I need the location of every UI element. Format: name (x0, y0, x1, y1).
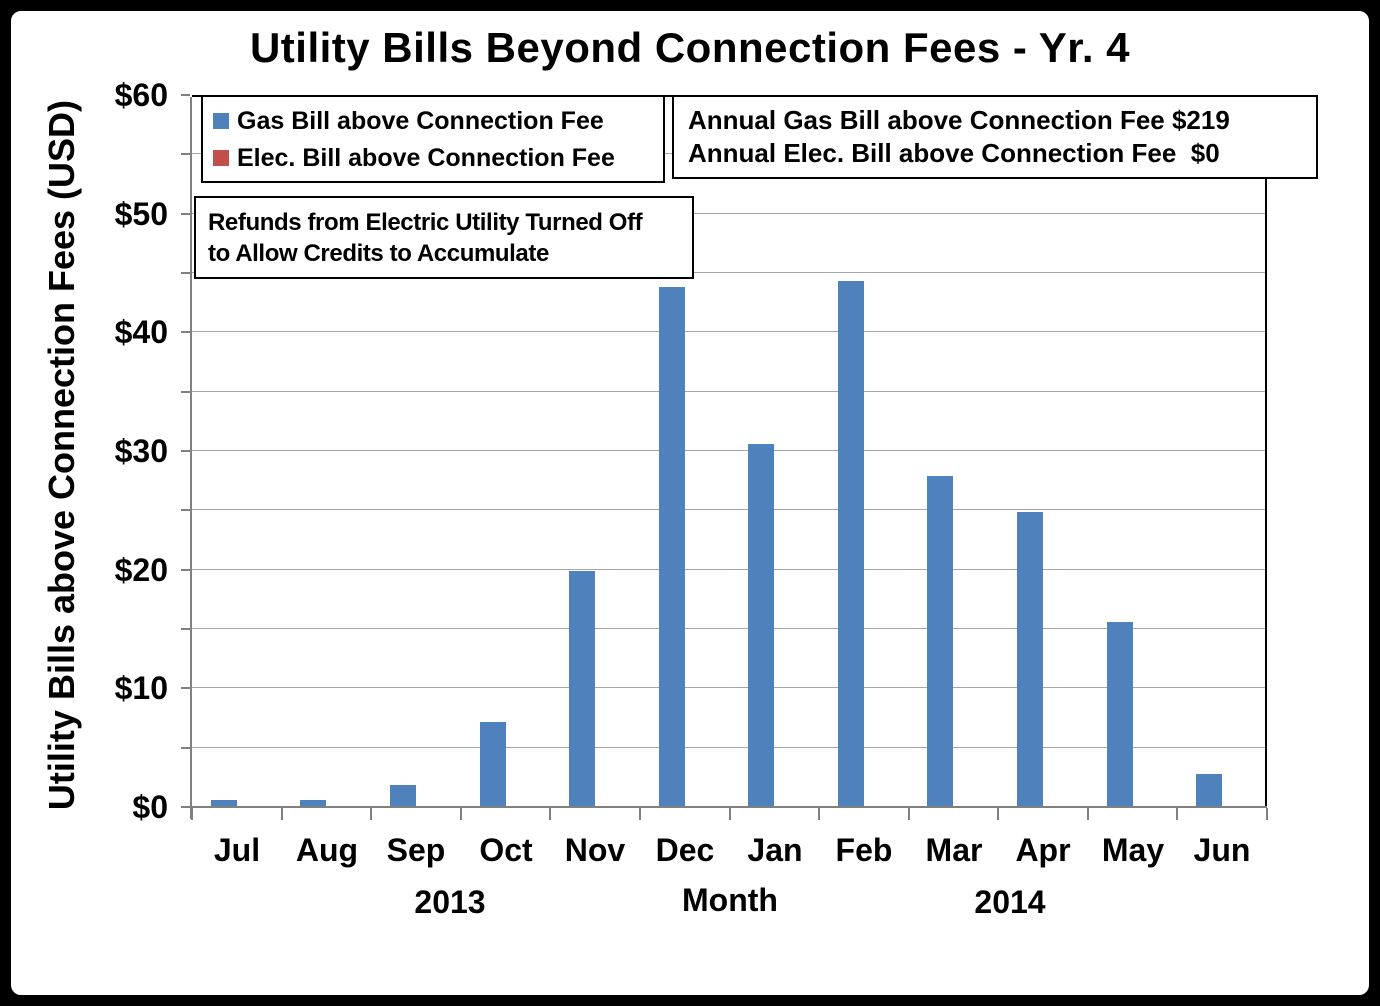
gridline (192, 450, 1265, 451)
bar-jul (210, 800, 237, 806)
x-tick-label-aug: Aug (295, 832, 359, 868)
x-tick-label-nov: Nov (564, 832, 626, 868)
y-axis-tick (181, 272, 190, 274)
y-axis-tick (181, 331, 190, 333)
y-axis-tick (181, 747, 190, 749)
x-tick-label-sep: Sep (386, 832, 446, 868)
x-axis-tick (1176, 808, 1178, 820)
x-tick-label-dec: Dec (655, 832, 715, 868)
gridline (192, 212, 1265, 214)
x-tick-label-jan: Jan (747, 832, 803, 868)
bar-nov (569, 571, 596, 806)
bar-jun (1196, 774, 1223, 806)
x-axis-tick (191, 808, 193, 820)
x-axis-tick (818, 808, 820, 820)
y-tick-label: $30 (114, 433, 168, 469)
bar-sep (389, 785, 416, 806)
y-axis-tick (181, 806, 190, 808)
y-axis-tick (181, 569, 190, 571)
bar-apr (1017, 512, 1044, 806)
y-axis-title: Utility Bills above Connection Fees (USD… (41, 99, 82, 811)
bar-jan (748, 444, 775, 806)
legend-label-gas: Gas Bill above Connection Fee (237, 106, 604, 135)
refunds-note-box: Refunds from Electric Utility Turned Off… (194, 196, 694, 279)
x-axis-tick (549, 808, 551, 820)
x-axis-tick (997, 808, 999, 820)
annual-gas-line: Annual Gas Bill above Connection Fee $21… (688, 105, 1230, 135)
gridline (192, 331, 1265, 333)
y-axis-tick (181, 213, 190, 215)
y-axis-tick (181, 94, 190, 96)
y-tick-label: $60 (114, 77, 168, 113)
plot-area (190, 95, 1267, 819)
chart-title: Utility Bills Beyond Connection Fees - Y… (249, 24, 1131, 71)
y-tick-label: $0 (132, 789, 168, 825)
annual-summary-box: Annual Gas Bill above Connection Fee $21… (672, 95, 1318, 179)
bar-feb (837, 281, 864, 806)
bar-aug (300, 800, 327, 806)
gridline (192, 746, 1265, 748)
x-axis-tick (729, 808, 731, 820)
refunds-note-line1: Refunds from Electric Utility Turned Off (208, 209, 643, 236)
x-axis-tick (370, 808, 372, 820)
x-tick-label-feb: Feb (835, 832, 893, 868)
x-axis-line (190, 806, 1267, 808)
x-tick-label-apr: Apr (1015, 832, 1071, 868)
gas-series-swatch-icon (213, 112, 229, 129)
legend-item-elec: Elec. Bill above Connection Fee (213, 145, 663, 171)
x-axis-tick (1266, 808, 1268, 820)
bar-mar (927, 476, 954, 806)
annual-elec-line: Annual Elec. Bill above Connection Fee $… (688, 138, 1220, 168)
x-tick-label-jun: Jun (1193, 832, 1251, 868)
y-axis-tick (181, 509, 190, 511)
legend-label-elec: Elec. Bill above Connection Fee (237, 143, 615, 172)
x-axis-title: Month (682, 882, 778, 918)
x-group-label-2013: 2013 (414, 884, 486, 920)
legend-item-gas: Gas Bill above Connection Fee (213, 108, 663, 134)
bar-oct (479, 722, 506, 806)
y-tick-label: $20 (114, 552, 168, 588)
y-axis-line (190, 97, 192, 819)
y-tick-label: $10 (114, 670, 168, 706)
gridline (192, 509, 1265, 511)
x-tick-label-oct: Oct (479, 832, 533, 868)
y-tick-label: $40 (114, 314, 168, 350)
bar-may (1106, 622, 1133, 806)
x-axis-tick (460, 808, 462, 820)
x-axis-tick (908, 808, 910, 820)
gridline (192, 628, 1265, 629)
y-tick-label: $50 (114, 196, 168, 232)
x-axis-tick (1087, 808, 1089, 820)
gridline (192, 390, 1265, 392)
x-tick-label-jul: Jul (213, 832, 261, 868)
y-axis-tick (181, 687, 190, 689)
gridline (192, 272, 1265, 273)
gridline (192, 568, 1265, 570)
refunds-note-line2: to Allow Credits to Accumulate (208, 240, 549, 267)
x-group-label-2014: 2014 (974, 884, 1046, 920)
y-axis-tick (181, 628, 190, 630)
bar-dec (658, 287, 685, 806)
y-axis-tick (181, 153, 190, 155)
x-axis-tick (639, 808, 641, 820)
x-tick-label-may: May (1101, 832, 1165, 868)
legend: Gas Bill above Connection Fee Elec. Bill… (201, 95, 665, 183)
y-axis-tick (181, 450, 190, 452)
elec-series-swatch-icon (213, 149, 229, 166)
y-axis-tick (181, 391, 190, 393)
x-tick-label-mar: Mar (925, 832, 983, 868)
x-axis-tick (281, 808, 283, 820)
gridline (192, 687, 1265, 689)
